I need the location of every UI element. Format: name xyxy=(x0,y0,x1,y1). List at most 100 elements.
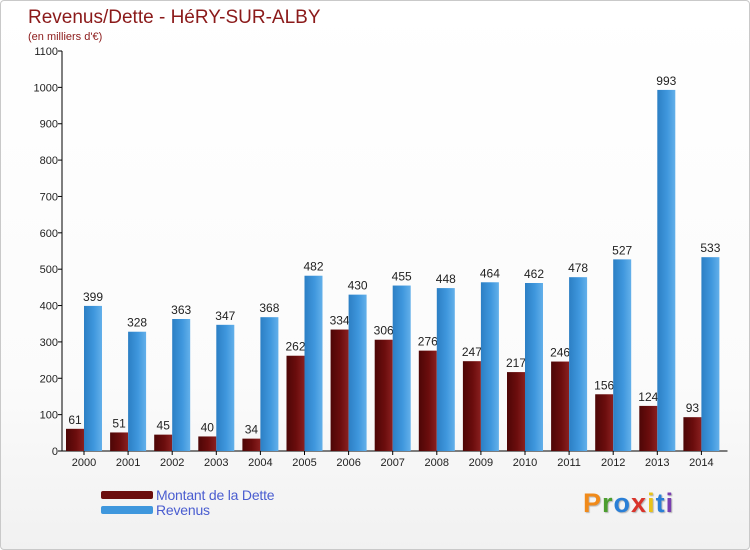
x-tick-label: 2014 xyxy=(689,457,713,469)
revenue-data-label: 363 xyxy=(171,303,191,317)
y-tick-label: 300 xyxy=(40,337,58,349)
revenue-data-label: 478 xyxy=(568,261,588,275)
debt-data-label: 156 xyxy=(594,378,614,392)
y-tick-label: 500 xyxy=(40,264,58,276)
x-tick-label: 2013 xyxy=(645,457,669,469)
debt-bar xyxy=(507,372,525,451)
x-tick-label: 2002 xyxy=(160,457,184,469)
x-tick-label: 2011 xyxy=(557,457,581,469)
debt-data-label: 334 xyxy=(330,314,350,328)
revenue-bar xyxy=(569,277,588,451)
revenue-data-label: 368 xyxy=(259,301,279,315)
y-tick-label: 100 xyxy=(40,410,58,422)
legend-swatch-debt xyxy=(101,490,153,499)
revenue-data-label: 527 xyxy=(612,243,632,257)
logo-letter: i xyxy=(665,488,675,518)
revenue-bar xyxy=(392,285,411,451)
legend-label-revenue: Revenus xyxy=(156,501,210,518)
debt-data-label: 51 xyxy=(112,416,126,430)
revenue-bar xyxy=(701,257,720,451)
debt-bar xyxy=(639,405,658,451)
x-tick-label: 2006 xyxy=(336,457,360,469)
revenue-bar xyxy=(525,283,543,451)
x-tick-label: 2007 xyxy=(380,457,404,469)
debt-data-label: 34 xyxy=(245,423,259,437)
revenue-bar xyxy=(128,331,147,451)
chart-legend: Montant de la Dette Revenus xyxy=(101,486,275,518)
debt-data-label: 45 xyxy=(157,419,171,433)
logo-letter: o xyxy=(613,488,632,518)
legend-label-debt: Montant de la Dette xyxy=(156,486,275,503)
revenue-data-label: 533 xyxy=(700,241,720,255)
x-tick-label: 2012 xyxy=(601,457,625,469)
debt-data-label: 247 xyxy=(462,345,482,359)
debt-bar xyxy=(462,361,481,451)
chart-subtitle: (en milliers d'€) xyxy=(28,31,103,43)
revenue-data-label: 448 xyxy=(436,272,456,286)
logo-letter: x xyxy=(631,488,648,518)
y-tick-label: 1100 xyxy=(34,46,58,58)
y-tick-label: 900 xyxy=(40,119,58,131)
revenue-data-label: 430 xyxy=(348,279,368,293)
revenue-bar xyxy=(304,275,323,451)
debt-data-label: 262 xyxy=(285,340,305,354)
debt-data-label: 40 xyxy=(201,420,215,434)
revenue-bar xyxy=(216,324,235,451)
x-tick-label: 2000 xyxy=(72,457,96,469)
revenue-data-label: 399 xyxy=(83,290,103,304)
debt-data-label: 61 xyxy=(68,413,82,427)
revenue-bar xyxy=(480,282,499,451)
legend-item-revenue: Revenus xyxy=(101,501,274,518)
legend-swatch-revenue xyxy=(101,505,153,514)
proxiti-logo[interactable]: Proxiti xyxy=(583,488,674,519)
revenue-data-label: 455 xyxy=(392,270,412,284)
debt-data-label: 306 xyxy=(374,324,394,338)
debt-bar xyxy=(374,339,393,451)
revenue-data-label: 347 xyxy=(215,309,235,323)
revenue-bar xyxy=(348,294,367,451)
debt-bar xyxy=(66,428,84,451)
x-tick-label: 2004 xyxy=(248,457,272,469)
revenue-data-label: 464 xyxy=(480,266,500,280)
debt-bar xyxy=(198,436,217,451)
y-tick-label: 800 xyxy=(40,155,58,167)
y-tick-label: 200 xyxy=(40,373,58,385)
revenue-data-label: 482 xyxy=(303,260,323,274)
y-tick-label: 700 xyxy=(40,191,58,203)
y-tick-label: 600 xyxy=(40,228,58,240)
revenue-data-label: 993 xyxy=(656,74,676,88)
logo-letter: r xyxy=(602,488,614,518)
revenue-bar xyxy=(657,89,676,451)
logo-letter: P xyxy=(583,488,603,518)
debt-bar xyxy=(154,434,173,451)
y-tick-label: 0 xyxy=(52,446,58,458)
revenue-data-label: 328 xyxy=(127,316,147,330)
legend-item-debt: Montant de la Dette xyxy=(101,486,275,503)
debt-bar xyxy=(683,417,702,451)
debt-data-label: 93 xyxy=(686,401,700,415)
y-tick-label: 400 xyxy=(40,301,58,313)
x-tick-label: 2005 xyxy=(292,457,316,469)
x-tick-label: 2001 xyxy=(116,457,140,469)
debt-data-label: 217 xyxy=(506,356,526,370)
debt-data-label: 276 xyxy=(418,335,438,349)
debt-bar xyxy=(242,438,261,451)
revenue-bar xyxy=(84,305,102,451)
debt-data-label: 246 xyxy=(550,346,570,360)
x-tick-label: 2008 xyxy=(425,457,449,469)
chart-title: Revenus/Dette - HéRY-SUR-ALBY xyxy=(28,7,321,28)
revenue-bar xyxy=(172,319,191,451)
revenue-bar xyxy=(260,317,279,451)
x-tick-label: 2009 xyxy=(469,457,493,469)
logo-letter: t xyxy=(655,488,666,518)
revenue-bar xyxy=(436,288,455,451)
y-tick-label: 1000 xyxy=(34,82,58,94)
debt-bar xyxy=(418,350,437,451)
debt-bar xyxy=(286,355,305,451)
x-tick-label: 2003 xyxy=(204,457,228,469)
revenue-data-label: 462 xyxy=(524,267,544,281)
x-tick-label: 2010 xyxy=(513,457,537,469)
logo-letter: i xyxy=(647,488,656,518)
